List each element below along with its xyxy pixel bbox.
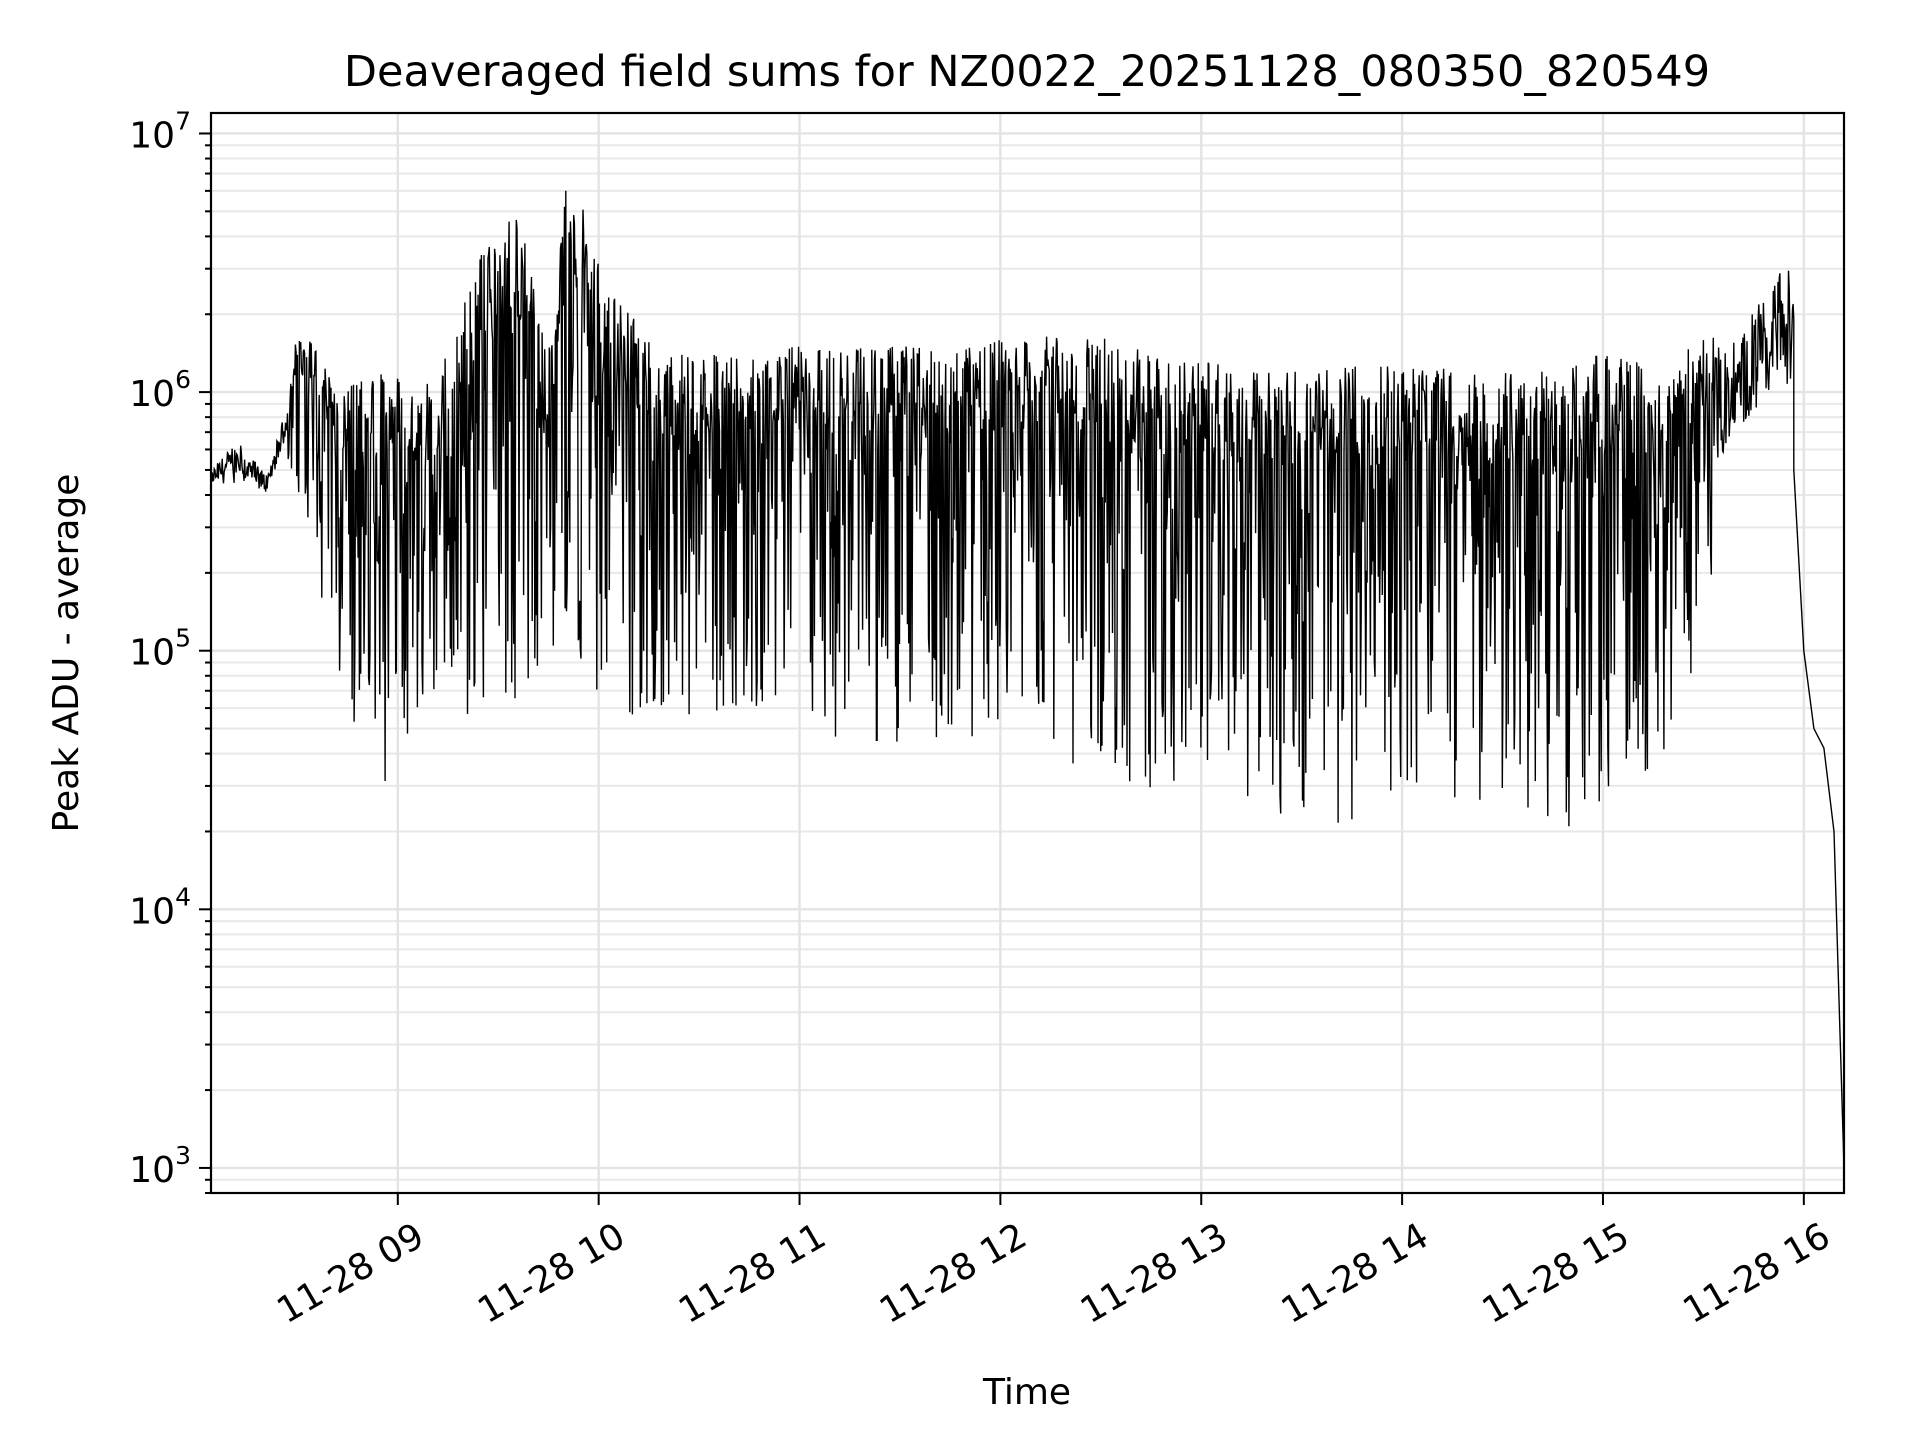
y-tick-label: 104 <box>129 882 191 932</box>
x-tick-label: 11-28 12 <box>873 1215 1034 1331</box>
x-tick-label: 11-28 10 <box>471 1215 632 1331</box>
y-tick-label: 106 <box>129 365 191 415</box>
y-tick-label: 105 <box>129 624 191 674</box>
plot-frame <box>209 111 1846 1195</box>
y-tick-label: 107 <box>129 106 191 156</box>
chart-title: Deaveraged field sums for NZ0022_2025112… <box>344 47 1710 97</box>
y-axis-ticks: 103 104 105 106 107 <box>129 106 211 1194</box>
x-axis-ticks: 11-28 09 11-28 10 11-28 11 11-28 12 11-28 13… <box>270 1193 1837 1332</box>
x-tick-label: 11-28 14 <box>1275 1215 1436 1331</box>
x-tick-label: 11-28 15 <box>1476 1215 1637 1331</box>
y-tick-label: 103 <box>129 1141 191 1191</box>
x-axis-label: Time <box>982 1372 1071 1413</box>
x-tick-label: 11-28 13 <box>1074 1215 1235 1331</box>
y-axis-label: Peak ADU - average <box>46 474 87 833</box>
x-tick-label: 11-28 09 <box>270 1215 431 1331</box>
x-tick-label: 11-28 11 <box>672 1215 833 1331</box>
x-tick-label: 11-28 16 <box>1676 1215 1837 1331</box>
data-series-line <box>210 190 1845 1168</box>
